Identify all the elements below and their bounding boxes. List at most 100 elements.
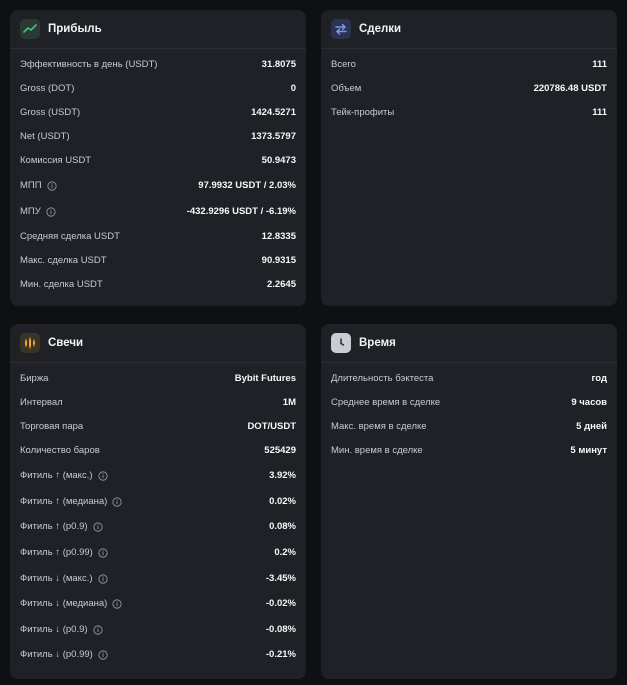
info-icon[interactable] bbox=[97, 574, 108, 584]
row-value: -0.02% bbox=[265, 598, 296, 609]
row-value: 1M bbox=[282, 397, 296, 408]
row-label: Объем bbox=[331, 83, 362, 94]
row-label: Макс. сделка USDT bbox=[20, 255, 107, 266]
candles-card: Свечи Биржа Bybit Futures Интервал 1M Торг… bbox=[10, 324, 306, 679]
row-value: 0.02% bbox=[269, 496, 296, 507]
row-label: Фитиль ↓ (медиана) bbox=[20, 598, 108, 609]
time-row: Среднее время в сделке 9 часов bbox=[331, 397, 607, 409]
row-label: МПУ bbox=[20, 206, 41, 217]
row-label: Фитиль ↓ (p0.9) bbox=[20, 624, 88, 635]
row-value: Bybit Futures bbox=[234, 373, 296, 384]
deals-card: Сделки Всего 111 Объем 220786.48 USDT Тейк… bbox=[321, 10, 617, 306]
row-value: -3.45% bbox=[265, 573, 296, 584]
row-value: 1373.5797 bbox=[251, 131, 296, 142]
row-value: 5 минут bbox=[570, 445, 607, 456]
deals-row: Тейк-профиты 111 bbox=[331, 107, 607, 119]
row-value: 111 bbox=[592, 59, 607, 70]
row-label: Net (USDT) bbox=[20, 131, 70, 142]
swap-arrows-icon bbox=[331, 19, 351, 39]
candles-row: Биржа Bybit Futures bbox=[20, 373, 296, 385]
row-label: Комиссия USDT bbox=[20, 155, 92, 166]
row-label: Интервал bbox=[20, 397, 63, 408]
row-label: Фитиль ↓ (p0.99) bbox=[20, 649, 93, 660]
row-label-wrap: МПУ bbox=[20, 206, 56, 218]
row-label: Мин. сделка USDT bbox=[20, 279, 103, 290]
row-label: Количество баров bbox=[20, 445, 100, 456]
row-label-wrap: Фитиль ↓ (макс.) bbox=[20, 573, 108, 585]
time-card-header: Время bbox=[321, 324, 617, 363]
row-value: 9 часов bbox=[571, 397, 607, 408]
row-label: Фитиль ↑ (p0.99) bbox=[20, 547, 93, 558]
profit-card-header: Прибыль bbox=[10, 10, 306, 49]
time-row: Макс. время в сделке 5 дней bbox=[331, 421, 607, 433]
candles-row: Торговая пара DOT/USDT bbox=[20, 421, 296, 433]
row-label: Gross (DOT) bbox=[20, 83, 75, 94]
row-label-wrap: Фитиль ↓ (p0.9) bbox=[20, 624, 103, 636]
candles-card-title: Свечи bbox=[48, 337, 84, 349]
row-label: МПП bbox=[20, 180, 42, 191]
row-value: год bbox=[591, 373, 607, 384]
row-label: Всего bbox=[331, 59, 356, 70]
row-value: 31.8075 bbox=[261, 59, 296, 70]
info-icon[interactable] bbox=[98, 650, 108, 660]
deals-card-title: Сделки bbox=[359, 23, 402, 35]
info-icon[interactable] bbox=[97, 471, 108, 481]
row-value: 3.92% bbox=[269, 470, 296, 481]
profit-row: Мин. сделка USDT 2.2645 bbox=[20, 279, 296, 291]
profit-row: Эффективность в день (USDT) 31.8075 bbox=[20, 59, 296, 71]
row-value: 90.9315 bbox=[261, 255, 296, 266]
deals-row: Объем 220786.48 USDT bbox=[331, 83, 607, 95]
row-label-wrap: Фитиль ↑ (p0.99) bbox=[20, 547, 108, 559]
row-label: Фитиль ↑ (p0.9) bbox=[20, 521, 88, 532]
info-icon[interactable] bbox=[92, 522, 103, 532]
info-icon[interactable] bbox=[98, 548, 108, 558]
row-label-wrap: Фитиль ↑ (p0.9) bbox=[20, 521, 103, 533]
row-value: 50.9473 bbox=[261, 155, 296, 166]
candles-row: Фитиль ↑ (p0.99) 0.2% bbox=[20, 547, 296, 559]
row-value: DOT/USDT bbox=[247, 421, 296, 432]
row-value: 0 bbox=[290, 83, 296, 94]
row-label: Фитиль ↑ (медиана) bbox=[20, 496, 108, 507]
row-value: -0.08% bbox=[265, 624, 296, 635]
row-label-wrap: Фитиль ↓ (p0.99) bbox=[20, 649, 108, 661]
info-icon[interactable] bbox=[112, 497, 122, 507]
profit-row: Макс. сделка USDT 90.9315 bbox=[20, 255, 296, 267]
row-label: Мин. время в сделке bbox=[331, 445, 423, 456]
deals-row: Всего 111 bbox=[331, 59, 607, 71]
time-card: Время Длительность бэктеста год Среднее в… bbox=[321, 324, 617, 679]
time-row: Длительность бэктеста год bbox=[331, 373, 607, 385]
candles-card-header: Свечи bbox=[10, 324, 306, 363]
trend-line-icon bbox=[20, 19, 40, 39]
info-icon[interactable] bbox=[112, 599, 122, 609]
row-label: Средняя сделка USDT bbox=[20, 231, 120, 242]
row-value: 1424.5271 bbox=[251, 107, 296, 118]
profit-card-title: Прибыль bbox=[48, 23, 102, 35]
row-label: Макс. время в сделке bbox=[331, 421, 427, 432]
time-row: Мин. время в сделке 5 минут bbox=[331, 445, 607, 457]
profit-row: Net (USDT) 1373.5797 bbox=[20, 131, 296, 143]
row-value: -0.21% bbox=[265, 649, 296, 660]
row-label: Gross (USDT) bbox=[20, 107, 81, 118]
row-label-wrap: Фитиль ↑ (макс.) bbox=[20, 470, 108, 482]
row-label-wrap: МПП bbox=[20, 180, 57, 192]
row-label: Биржа bbox=[20, 373, 49, 384]
info-icon[interactable] bbox=[46, 207, 56, 217]
row-value: 220786.48 USDT bbox=[533, 83, 607, 94]
profit-card: Прибыль Эффективность в день (USDT) 31.80… bbox=[10, 10, 306, 306]
profit-row: Gross (USDT) 1424.5271 bbox=[20, 107, 296, 119]
time-card-title: Время bbox=[359, 337, 396, 349]
row-value: 0.08% bbox=[269, 521, 296, 532]
profit-row: МПП 97.9932 USDT / 2.03% bbox=[20, 180, 296, 192]
profit-row: Комиссия USDT 50.9473 bbox=[20, 155, 296, 167]
info-icon[interactable] bbox=[92, 625, 103, 635]
row-label-wrap: Фитиль ↓ (медиана) bbox=[20, 598, 122, 610]
info-icon[interactable] bbox=[46, 181, 57, 191]
row-value: 5 дней bbox=[576, 421, 607, 432]
row-label-wrap: Фитиль ↑ (медиана) bbox=[20, 496, 122, 508]
candles-row: Количество баров 525429 bbox=[20, 445, 296, 457]
row-label: Фитиль ↓ (макс.) bbox=[20, 573, 93, 584]
deals-card-header: Сделки bbox=[321, 10, 617, 49]
profit-row: Gross (DOT) 0 bbox=[20, 83, 296, 95]
row-label: Длительность бэктеста bbox=[331, 373, 434, 384]
candles-row: Фитиль ↑ (макс.) 3.92% bbox=[20, 470, 296, 482]
